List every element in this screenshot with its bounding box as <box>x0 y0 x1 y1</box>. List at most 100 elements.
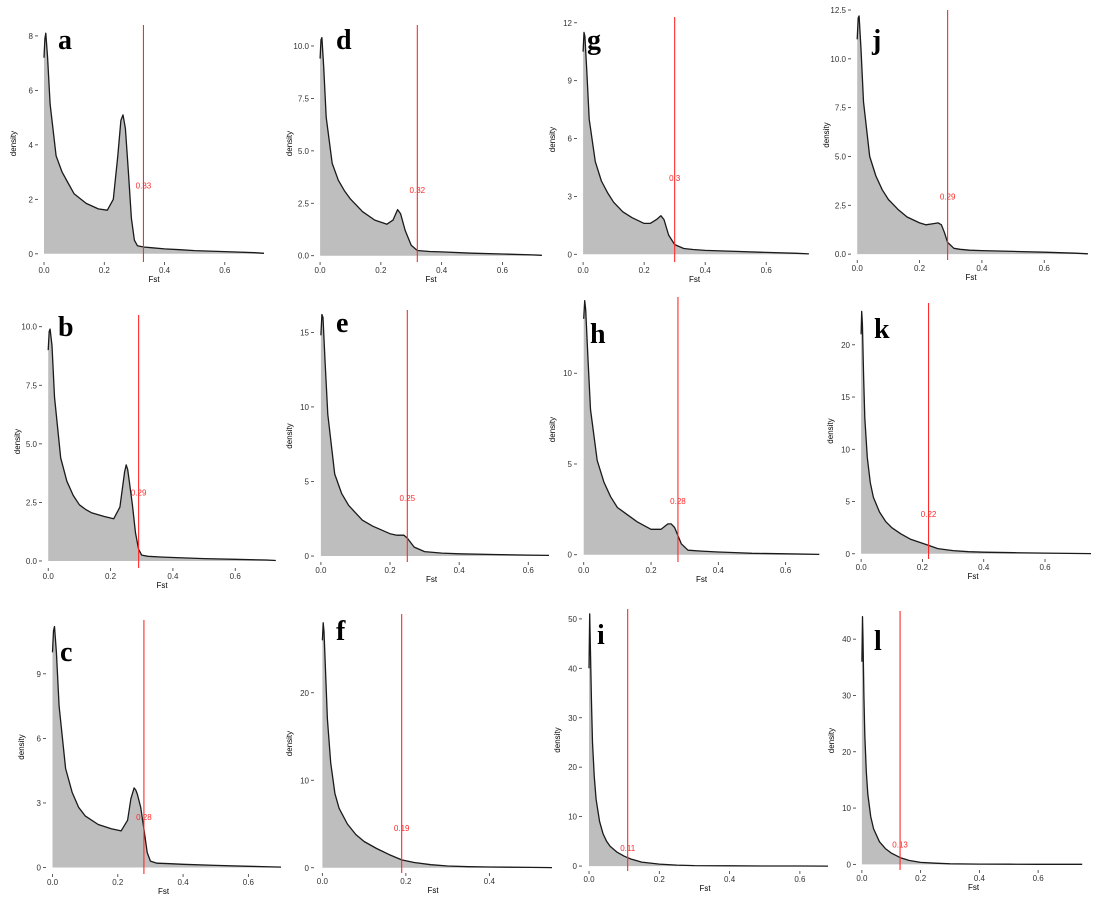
y-tick-label: 9 <box>37 670 42 679</box>
x-tick-label: 0.4 <box>454 566 466 575</box>
y-tick-label: 12 <box>563 19 572 28</box>
x-axis-title: Fst <box>426 575 438 584</box>
y-axis-title: density <box>827 728 836 753</box>
y-tick-label: 5.0 <box>26 440 38 449</box>
threshold-label: 0.19 <box>394 824 410 833</box>
y-tick-label: 20 <box>841 341 850 350</box>
y-tick-label: 0 <box>847 860 852 869</box>
density-area <box>857 15 1088 255</box>
x-tick-label: 0.0 <box>578 566 590 575</box>
x-tick-label: 0.4 <box>167 572 179 581</box>
x-tick-label: 0.4 <box>978 563 990 572</box>
y-axis-title: density <box>822 122 831 147</box>
y-tick-label: 0 <box>568 250 573 259</box>
threshold-label: 0.29 <box>131 488 147 497</box>
threshold-label: 0.28 <box>136 813 152 822</box>
x-axis-title: Fst <box>967 572 979 581</box>
panel-e: 0.25 0.0 0.2 0.4 0.6 0 5 10 15 Fst density e <box>285 308 550 584</box>
x-tick-label: 0.0 <box>856 874 868 883</box>
x-tick-label: 0.0 <box>852 264 864 273</box>
density-curve <box>856 15 1088 255</box>
density-curve <box>47 328 276 562</box>
y-tick-label: 10 <box>842 804 851 813</box>
x-tick-label: 0.6 <box>1039 264 1051 273</box>
density-area <box>589 613 828 867</box>
x-tick-label: 0.2 <box>917 563 929 572</box>
threshold-label: 0.11 <box>620 844 636 853</box>
x-tick-label: 0.0 <box>317 877 329 886</box>
y-tick-label: 30 <box>568 714 577 723</box>
panel-b: 0.29 0.0 0.2 0.4 0.6 0.0 2.5 5.0 7.5 10.0 Fst densi… <box>13 312 276 590</box>
panel-a: 0.33 0.0 0.2 0.4 0.6 0 2 4 6 8 Fst density a <box>9 25 265 284</box>
y-axis-title: density <box>285 423 294 448</box>
y-tick-label: 50 <box>568 615 577 624</box>
x-tick-label: 0.0 <box>315 566 327 575</box>
x-axis-title: Fst <box>689 275 701 284</box>
y-axis-title: density <box>9 131 18 156</box>
x-tick-label: 0.4 <box>974 874 986 883</box>
y-tick-label: 40 <box>842 635 851 644</box>
y-tick-label: 10 <box>568 813 577 822</box>
x-axis-title: Fst <box>158 887 170 896</box>
threshold-label: 0.33 <box>136 181 152 190</box>
y-tick-label: 5 <box>305 477 310 486</box>
panel-letter: d <box>336 25 352 56</box>
y-tick-label: 40 <box>568 664 577 673</box>
y-tick-label: 0.0 <box>298 252 310 261</box>
x-tick-label: 0.6 <box>794 875 806 884</box>
y-tick-label: 7.5 <box>26 381 38 390</box>
y-axis-title: density <box>285 131 294 156</box>
y-tick-label: 0 <box>305 552 310 561</box>
panel-g: 0.3 0.0 0.2 0.4 0.6 0 3 6 9 12 Fst density g <box>548 17 809 284</box>
y-tick-label: 6 <box>37 734 42 743</box>
x-tick-label: 0.6 <box>243 878 255 887</box>
panel-d: 0.32 0.0 0.2 0.4 0.6 0.0 2.5 5.0 7.5 10.0 Fst densi… <box>285 25 542 284</box>
density-curve <box>861 615 1083 865</box>
y-tick-label: 6 <box>568 135 573 144</box>
threshold-label: 0.29 <box>940 192 956 201</box>
y-tick-label: 5.0 <box>298 147 310 156</box>
y-tick-label: 2.5 <box>298 199 310 208</box>
y-tick-label: 3 <box>568 192 573 201</box>
density-curve <box>51 625 282 868</box>
panel-letter: a <box>58 25 72 56</box>
y-tick-label: 10 <box>563 369 572 378</box>
density-curve <box>860 310 1092 555</box>
x-tick-label: 0.4 <box>484 877 496 886</box>
density-curve <box>319 36 542 256</box>
x-tick-label: 0.2 <box>384 566 396 575</box>
y-tick-label: 10.0 <box>830 55 846 64</box>
panel-letter: h <box>590 319 606 350</box>
y-tick-label: 0 <box>573 862 578 871</box>
panel-h: 0.28 0.0 0.2 0.4 0.6 0 5 10 Fst density h <box>548 297 820 584</box>
panel-letter: k <box>874 314 890 345</box>
y-tick-label: 2.5 <box>26 498 38 507</box>
y-tick-label: 4 <box>29 141 34 150</box>
y-tick-label: 0 <box>29 250 34 259</box>
x-axis-title: Fst <box>425 275 437 284</box>
x-tick-label: 0.2 <box>99 266 111 275</box>
x-tick-label: 0.4 <box>976 264 988 273</box>
panel-letter: f <box>336 616 346 647</box>
x-axis-title: Fst <box>427 886 439 895</box>
x-tick-label: 0.0 <box>38 266 50 275</box>
x-tick-label: 0.4 <box>178 878 190 887</box>
y-tick-label: 6 <box>29 86 34 95</box>
x-tick-label: 0.0 <box>315 266 327 275</box>
x-tick-label: 0.4 <box>700 266 712 275</box>
x-axis-title: Fst <box>699 884 711 893</box>
x-tick-label: 0.6 <box>523 566 535 575</box>
x-tick-label: 0.6 <box>1039 563 1051 572</box>
panel-f: 0.19 0.0 0.2 0.4 0 10 20 Fst density f <box>285 614 553 895</box>
density-area <box>861 311 1091 554</box>
y-tick-label: 0 <box>37 864 42 873</box>
y-tick-label: 20 <box>842 748 851 757</box>
threshold-label: 0.32 <box>410 186 426 195</box>
threshold-label: 0.3 <box>669 174 681 183</box>
density-area <box>320 37 542 256</box>
panel-i: 0.11 0.0 0.2 0.4 0.6 0 10 20 30 40 50 Fst density i <box>553 609 829 893</box>
x-tick-label: 0.4 <box>436 266 448 275</box>
x-tick-label: 0.2 <box>915 874 927 883</box>
y-axis-title: density <box>553 727 562 752</box>
